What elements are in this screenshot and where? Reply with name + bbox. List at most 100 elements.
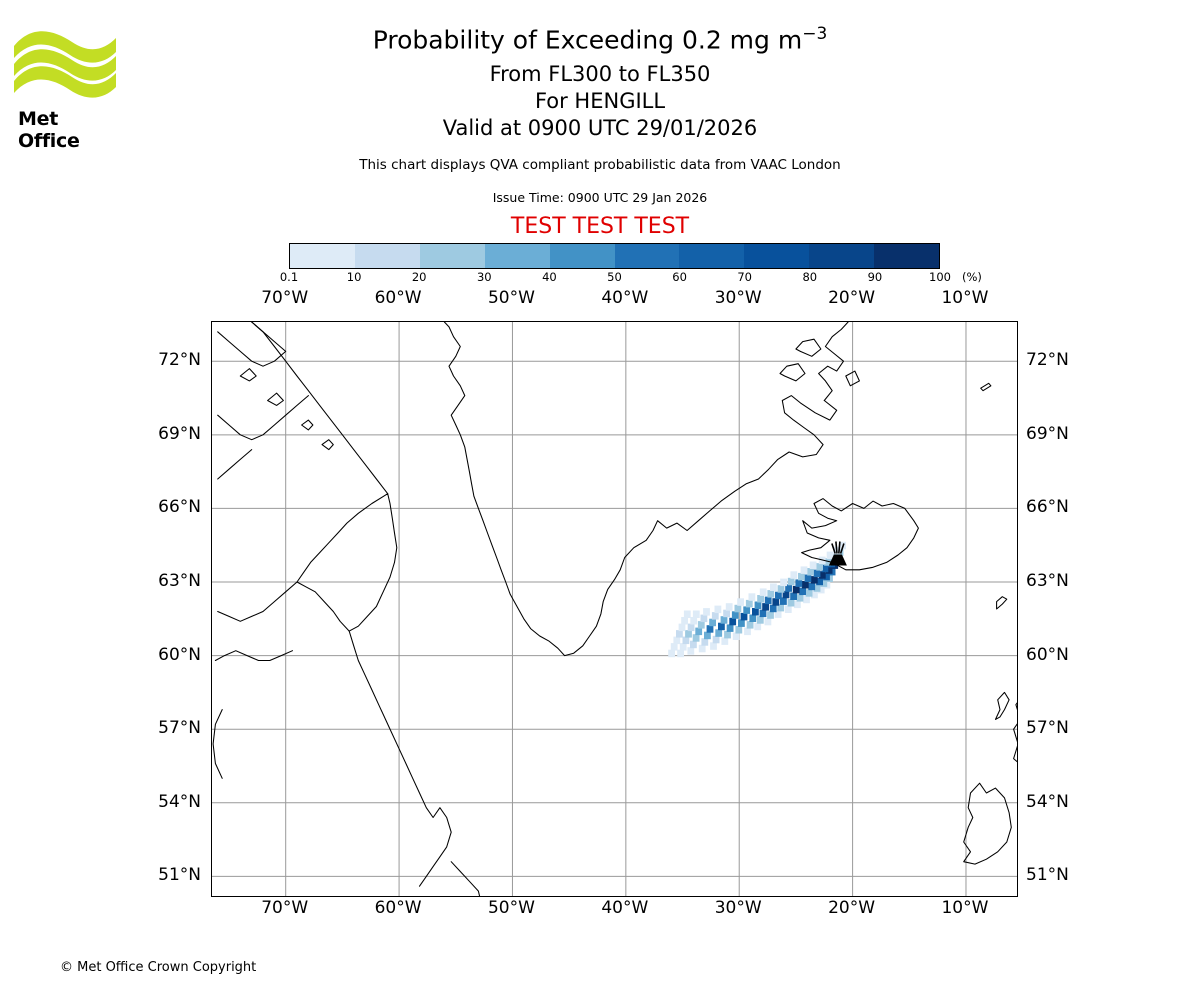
- met-office-logo: Met Office: [10, 20, 120, 152]
- plume-cell: [752, 608, 759, 616]
- volcano-marker-hengill: [828, 541, 847, 566]
- colorbar-tick-30: 30: [476, 270, 492, 284]
- plume-cell: [692, 634, 700, 642]
- plume-cell: [823, 572, 830, 581]
- volcano-ejecta-2: [835, 541, 838, 554]
- plume-cell: [818, 571, 826, 579]
- map-plot-area: [211, 321, 1018, 897]
- subtitle-flight-levels: From FL300 to FL350: [489, 62, 711, 86]
- plume-cell: [715, 629, 723, 637]
- greenland-ne-detail: [818, 322, 849, 402]
- plume-cell: [724, 630, 731, 639]
- plume-cell: [721, 637, 729, 645]
- page-title-exponent: −3: [802, 24, 828, 44]
- plume-cell: [810, 576, 818, 584]
- qva-compliance-note: This chart displays QVA compliant probab…: [359, 157, 841, 173]
- plume-cell: [743, 606, 751, 614]
- plume-cell: [813, 584, 821, 592]
- lat-tick-right-69: 69°N: [1026, 423, 1069, 444]
- arctic-island-c: [301, 419, 314, 431]
- plume-cell: [780, 578, 787, 587]
- plume-cell: [687, 647, 695, 655]
- plume-cell: [678, 623, 686, 632]
- map-gridlines: [212, 322, 1017, 896]
- colorbar-tick-80: 80: [802, 270, 818, 284]
- plume-cell: [718, 622, 725, 631]
- plume-cell: [820, 579, 828, 587]
- faroes: [996, 596, 1008, 610]
- plume-cell: [811, 590, 818, 599]
- plume-cell: [790, 571, 798, 579]
- plume-cell: [817, 585, 825, 594]
- plume-cell: [681, 617, 688, 625]
- plume-cell: [745, 599, 753, 608]
- plume-cell: [809, 561, 817, 569]
- plume-cell: [759, 609, 767, 618]
- colorbar-segment-4: [549, 244, 615, 268]
- greenland-ne-island: [845, 370, 860, 387]
- plume-cell: [824, 558, 831, 566]
- plume-cell: [772, 598, 780, 606]
- plume-cell: [754, 601, 762, 609]
- colorbar-gradient: [289, 243, 940, 269]
- plume-cell: [732, 632, 740, 640]
- plume-cell: [790, 592, 797, 600]
- colorbar-tick-10: 10: [346, 270, 362, 284]
- colorbar-tick-70: 70: [737, 270, 753, 284]
- plume-cell: [780, 597, 787, 605]
- coastlines: [212, 322, 1017, 896]
- copyright-notice: © Met Office Crown Copyright: [60, 960, 257, 975]
- ne-canada-baffin: [296, 493, 398, 632]
- colorbar-tick-20: 20: [411, 270, 427, 284]
- plume-cell: [813, 569, 821, 578]
- plume-cell: [807, 568, 814, 576]
- plume-cell: [729, 617, 737, 626]
- volcano-ejecta-4: [839, 543, 845, 554]
- lat-tick-right-66: 66°N: [1026, 497, 1069, 518]
- colorbar-segment-5: [614, 244, 680, 268]
- lat-tick-left-72: 72°N: [158, 350, 201, 371]
- subtitle-valid-time: Valid at 0900 UTC 29/01/2026: [442, 116, 758, 140]
- plume-cell: [784, 605, 792, 613]
- colorbar-segment-9: [874, 244, 940, 268]
- map-canvas: [212, 322, 1017, 896]
- plume-cell: [670, 643, 678, 651]
- lon-tick-top-20: 20°W: [828, 288, 876, 308]
- lon-tick-bottom-40: 40°W: [601, 898, 649, 918]
- arctic-island-b: [267, 392, 284, 406]
- met-office-wave-mark: [14, 31, 116, 98]
- baffin-north: [251, 322, 389, 495]
- plume-cell: [796, 594, 804, 602]
- lon-tick-top-50: 50°W: [487, 288, 535, 308]
- lat-tick-right-63: 63°N: [1026, 571, 1069, 592]
- colorbar-segment-3: [484, 244, 550, 268]
- plume-cell: [682, 636, 690, 645]
- page-title-text: Probability of Exceeding 0.2 mg m: [372, 25, 803, 55]
- plume-cell: [816, 563, 823, 571]
- plume-cell: [723, 609, 730, 618]
- page-title: Probability of Exceeding 0.2 mg m−3: [0, 24, 1200, 54]
- colorbar-unit-label: (%): [962, 270, 982, 284]
- plume-cell: [825, 566, 833, 574]
- lon-tick-bottom-20: 20°W: [828, 898, 876, 918]
- plume-cell: [740, 612, 748, 621]
- lat-tick-left-54: 54°N: [158, 791, 201, 812]
- lon-tick-bottom-10: 10°W: [941, 898, 989, 918]
- outer-hebrides: [994, 691, 1010, 720]
- lat-tick-right-51: 51°N: [1026, 865, 1069, 886]
- volcano-symbol: [828, 541, 847, 566]
- lat-tick-right-54: 54°N: [1026, 791, 1069, 812]
- plume-cell: [690, 617, 698, 625]
- colorbar-segment-7: [744, 244, 810, 268]
- plume-cell: [744, 627, 751, 636]
- colorbar-segment-2: [419, 244, 485, 268]
- plume-cell: [775, 591, 782, 600]
- rockall-circle: [212, 709, 223, 779]
- plume-cell: [749, 614, 757, 622]
- plume-cell: [746, 621, 754, 629]
- plume-cell: [769, 604, 777, 613]
- test-banner: TEST TEST TEST: [510, 214, 690, 239]
- arctic-island-a: [239, 368, 257, 382]
- plume-cell: [816, 577, 823, 586]
- plume-cell: [774, 610, 782, 618]
